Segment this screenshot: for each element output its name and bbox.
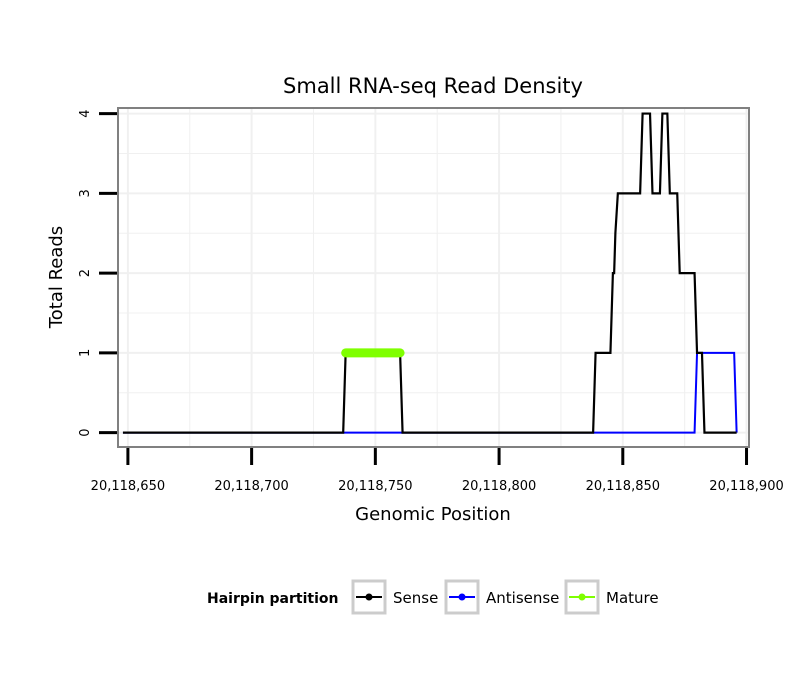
plot-panel	[117, 107, 750, 448]
x-tick-label: 20,118,750	[338, 479, 412, 494]
legend-entry-mature: Mature	[564, 579, 659, 615]
x-axis: 20,118,650 20,118,700 20,118,750 20,118,800…	[91, 448, 784, 494]
y-axis: 0 1 2 3 4	[78, 109, 117, 437]
y-tick-label: 3	[78, 189, 93, 197]
plot-border	[117, 107, 750, 448]
legend-key-point	[578, 593, 586, 601]
series-line-sense	[122, 112, 737, 434]
legend-entry-label: Antisense	[486, 589, 559, 607]
x-tick-label: 20,118,650	[91, 479, 165, 494]
y-tick-label: 4	[78, 109, 93, 117]
legend-entry-label: Sense	[393, 589, 438, 607]
legend-entry-antisense: Antisense	[444, 579, 559, 615]
legend-key-point	[458, 593, 466, 601]
y-tick-label: 0	[78, 429, 93, 437]
legend-title: Hairpin partition	[207, 591, 338, 607]
legend: Hairpin partition Sense Antisense Mature	[207, 579, 659, 615]
x-tick-label: 20,118,850	[586, 479, 660, 494]
legend-entries: Sense Antisense Mature	[351, 579, 659, 615]
legend-entry-label: Mature	[606, 589, 659, 607]
y-axis-label: Total Reads	[46, 226, 67, 329]
plot-background	[118, 108, 749, 447]
series-layer	[122, 112, 738, 434]
chart-title: Small RNA-seq Read Density	[283, 74, 583, 98]
legend-entry-sense: Sense	[351, 579, 438, 615]
x-tick-label: 20,118,900	[709, 479, 783, 494]
x-tick-label: 20,118,800	[462, 479, 536, 494]
x-axis-label: Genomic Position	[355, 504, 511, 525]
x-tick-label: 20,118,700	[214, 479, 288, 494]
y-tick-label: 2	[78, 269, 93, 277]
y-tick-label: 1	[78, 349, 93, 357]
legend-key-point	[365, 593, 373, 601]
